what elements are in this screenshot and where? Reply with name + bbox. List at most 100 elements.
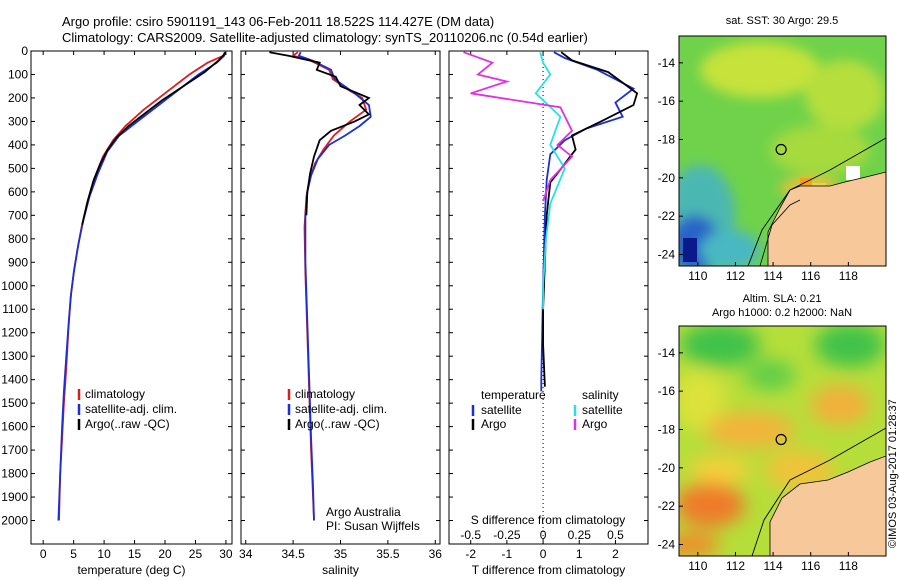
y-tick-label: 1500: [1, 396, 28, 410]
sst-map-image: [679, 36, 886, 266]
x-tick-label: 5: [70, 547, 77, 561]
x-tick-label: 112: [726, 559, 745, 573]
x-tick-label: 10: [97, 547, 111, 561]
s-tick-label: 0.5: [607, 528, 624, 542]
legend-label: Argo(..raw -QC): [85, 417, 170, 431]
x-tick-label: 0: [40, 547, 47, 561]
x-axis-label: temperature (deg C): [77, 563, 185, 577]
y-tick-label: 500: [8, 161, 28, 175]
annotation-text: PI: Susan Wijffels: [326, 519, 420, 533]
x-tick-label: 0: [540, 547, 547, 561]
x-tick-label: -1: [502, 547, 513, 561]
y-tick-label: 100: [8, 67, 28, 81]
legend-label: satellite-adj. clim.: [85, 402, 177, 416]
series-line-argo-raw-qc-: [269, 51, 371, 216]
x-tick-label: 15: [128, 547, 142, 561]
y-tick-label: -18: [658, 423, 676, 437]
x-tick-label: 20: [158, 547, 172, 561]
y-tick-label: 1000: [1, 279, 28, 293]
y-tick-label: -22: [658, 209, 676, 223]
y-tick-label: 1400: [1, 373, 28, 387]
y-tick-label: 600: [8, 185, 28, 199]
sla-map-axes: 110 112 114 116 118 -14 -16 -18 -20 -22 -24: [658, 346, 859, 573]
x-axis-label: salinity: [322, 563, 359, 577]
legend-label: satellite-adj. clim.: [295, 402, 387, 416]
x-tick-label: 34: [239, 547, 253, 561]
x-tick-label: 116: [801, 559, 820, 573]
y-tick-label: 800: [8, 232, 28, 246]
series-line-satellite-adj-clim-: [297, 51, 372, 521]
legend-label: climatology: [295, 387, 355, 401]
x-tick-label: 34.5: [281, 547, 305, 561]
series-line-argo: [463, 51, 574, 202]
sst-map-title: sat. SST: 30 Argo: 29.5: [726, 15, 839, 27]
temperature-profile-panel: 0100200300400500600700800900100011001200…: [1, 44, 233, 577]
x-tick-label: 114: [764, 559, 783, 573]
x-tick-label: -2: [465, 547, 476, 561]
annotation-text: Argo Australia: [326, 505, 401, 519]
y-tick-label: -20: [658, 171, 676, 185]
y-tick-label: -16: [658, 384, 676, 398]
y-tick-label: 1300: [1, 349, 28, 363]
series-line-argo-raw-qc-: [81, 51, 227, 225]
y-tick-label: -14: [658, 346, 676, 360]
s-tick-label: -0.5: [460, 528, 481, 542]
y-tick-label: 1200: [1, 326, 28, 340]
legend-label: climatology: [85, 387, 145, 401]
x-tick-label: 36: [429, 547, 443, 561]
y-tick-label: 200: [8, 91, 28, 105]
credit-text: ©IMOS 03-Aug-2017 01:28:37: [887, 399, 899, 548]
x-axis-label: T difference from climatology: [472, 563, 626, 577]
y-tick-label: 400: [8, 138, 28, 152]
y-tick-label: 1900: [1, 490, 28, 504]
sla-map-image: [679, 326, 886, 556]
legend-label: Argo(..raw -QC): [295, 417, 380, 431]
y-tick-label: -24: [658, 248, 676, 262]
y-tick-label: 0: [21, 44, 28, 58]
sst-argo-position-marker: [775, 143, 787, 156]
y-tick-label: -22: [658, 499, 676, 513]
legend-header-salinity: salinity: [582, 388, 619, 402]
legend-label: Argo: [582, 417, 608, 431]
x-tick-label: 110: [688, 269, 707, 283]
legend-header-temperature: temperature: [481, 388, 546, 402]
legend-label: satellite: [481, 403, 522, 417]
y-tick-label: -24: [658, 538, 676, 552]
sla-map-panel: Altim. SLA: 0.21 Argo h1000: 0.2 h2000: …: [658, 293, 887, 573]
y-tick-label: 1800: [1, 467, 28, 481]
x-tick-label: 114: [764, 269, 783, 283]
s-tick-label: -0.25: [493, 528, 521, 542]
y-tick-label: 300: [8, 114, 28, 128]
x-tick-label: 2: [612, 547, 619, 561]
y-tick-label: 2000: [1, 514, 28, 528]
sla-map-subtitle: Argo h1000: 0.2 h2000: NaN: [712, 307, 852, 319]
figure-title-line2: Climatology: CARS2009. Satellite-adjuste…: [62, 30, 588, 45]
x-tick-label: 35: [334, 547, 348, 561]
x-tick-label: 118: [839, 559, 858, 573]
sst-map-axes: 110 112 114 116 118 -14 -16 -18 -20 -22 -24: [658, 56, 859, 283]
x-tick-label: 112: [726, 269, 745, 283]
sla-argo-position-marker: [775, 433, 787, 446]
x-tick-label: 1: [576, 547, 583, 561]
y-tick-label: -14: [658, 56, 676, 70]
y-tick-label: 1700: [1, 443, 28, 457]
y-tick-label: 1600: [1, 420, 28, 434]
x-tick-label: 116: [801, 269, 820, 283]
y-tick-label: 900: [8, 255, 28, 269]
legend-label: Argo: [481, 417, 507, 431]
sla-map-title: Altim. SLA: 0.21: [743, 293, 822, 305]
s-tick-label: 0.25: [568, 528, 592, 542]
figure-title-line1: Argo profile: csiro 5901191_143 06-Feb-2…: [62, 14, 494, 29]
plot-frame: [448, 50, 649, 545]
x-tick-label: 30: [219, 547, 233, 561]
x-tick-label: 110: [688, 559, 707, 573]
y-tick-label: 1100: [2, 302, 28, 316]
salinity-profile-panel: 34 34.5 35 35.5 36 salinity climatologysatelli…: [239, 50, 443, 577]
x-tick-label: 118: [839, 269, 858, 283]
y-tick-label: -20: [658, 461, 676, 475]
y-tick-label: -18: [658, 133, 676, 147]
x-tick-label: 25: [189, 547, 203, 561]
secondary-axis-label: S difference from climatology: [471, 513, 626, 527]
difference-profile-panel: -2 -1 0 1 2 T difference from climatology temp…: [448, 50, 649, 577]
x-tick-label: 35.5: [376, 547, 400, 561]
